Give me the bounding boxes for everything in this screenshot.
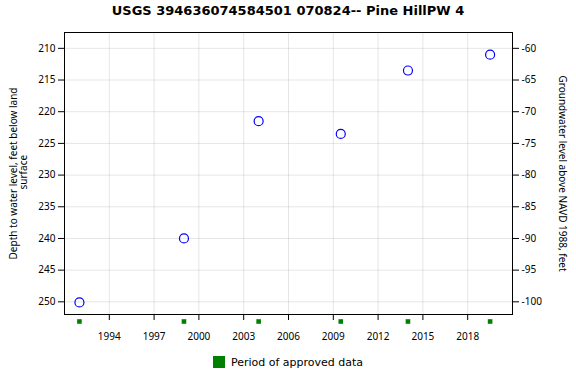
svg-text:2012: 2012 bbox=[367, 329, 390, 343]
svg-text:230: 230 bbox=[38, 167, 55, 181]
svg-text:2003: 2003 bbox=[232, 329, 255, 343]
svg-text:240: 240 bbox=[38, 231, 55, 245]
html-text:USGS 394636074584501 070824--: USGS 394636074584501 070824-- Pine HillP… bbox=[111, 3, 465, 18]
svg-text:2009: 2009 bbox=[322, 329, 345, 343]
svg-text:2018: 2018 bbox=[456, 329, 479, 343]
svg-text:-80: -80 bbox=[522, 167, 537, 181]
svg-text:225: 225 bbox=[38, 136, 55, 150]
svg-text:235: 235 bbox=[38, 199, 55, 213]
svg-text:-90: -90 bbox=[522, 231, 537, 245]
svg-text:210: 210 bbox=[38, 41, 55, 55]
svg-text:245: 245 bbox=[38, 262, 55, 276]
svg-text:2006: 2006 bbox=[277, 329, 300, 343]
svg-text:-95: -95 bbox=[522, 262, 537, 276]
svg-text:220: 220 bbox=[38, 104, 55, 118]
svg-text:-60: -60 bbox=[522, 41, 537, 55]
svg-text:1994: 1994 bbox=[98, 329, 121, 343]
svg-text:1997: 1997 bbox=[143, 329, 166, 343]
html-text:Period of approved data: Period of approved data bbox=[230, 355, 364, 369]
svg-text:250: 250 bbox=[38, 294, 55, 308]
svg-text:-85: -85 bbox=[522, 199, 537, 213]
svg-text:2015: 2015 bbox=[411, 329, 434, 343]
svg-text:2000: 2000 bbox=[187, 329, 210, 343]
svg-text:-65: -65 bbox=[522, 72, 537, 86]
svg-text:-75: -75 bbox=[522, 136, 537, 150]
svg-text:-100: -100 bbox=[522, 294, 543, 308]
svg-text:Depth to water level, feet bel: Depth to water level, feet below land su… bbox=[6, 88, 30, 260]
svg-text:215: 215 bbox=[38, 72, 55, 86]
svg-text:Groundwater level above NAVD 1: Groundwater level above NAVD 1988, feet bbox=[556, 75, 570, 271]
svg-text:-70: -70 bbox=[522, 104, 537, 118]
